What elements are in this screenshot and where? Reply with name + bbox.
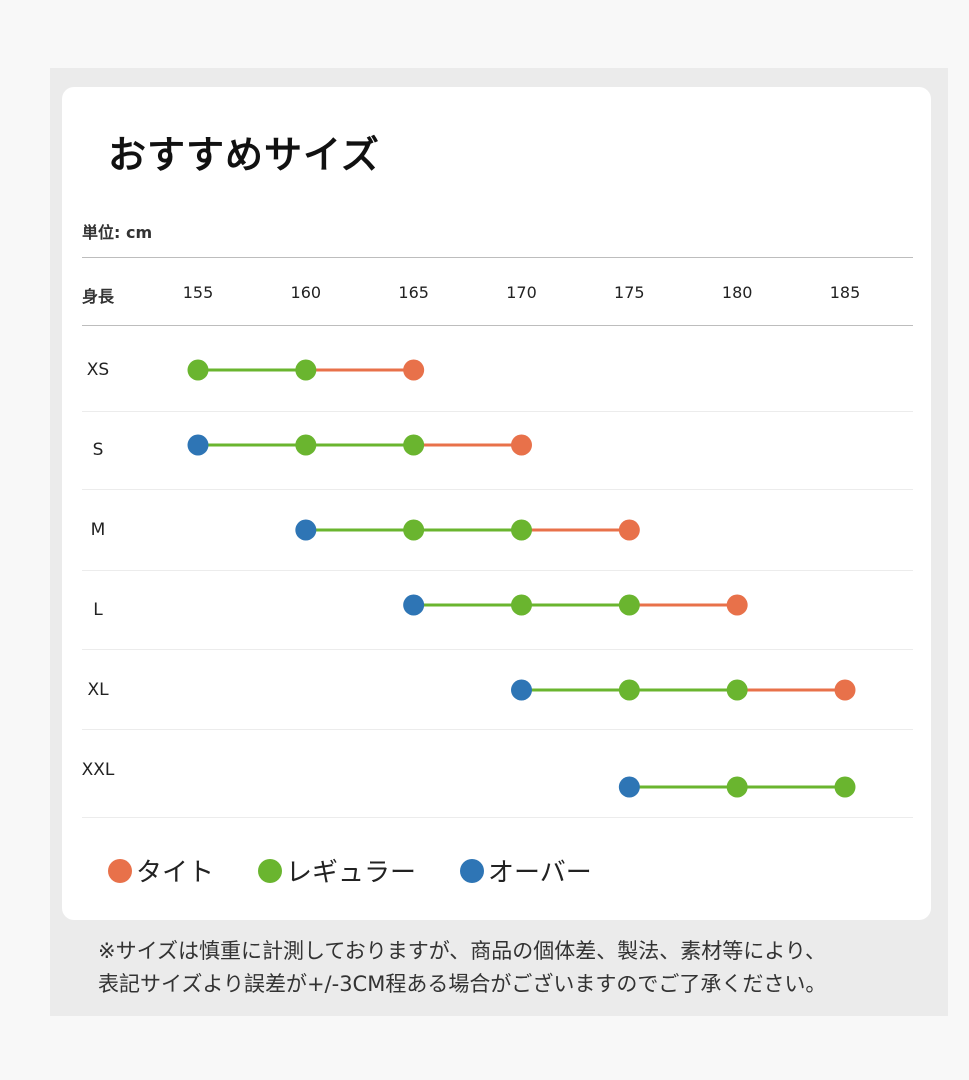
point-tight-m (618, 519, 640, 541)
size-label-xl: XL (87, 680, 109, 700)
point-regular-end-l (618, 594, 640, 616)
point-regular-start-l (511, 594, 532, 616)
x-tick-label: 180 (721, 283, 753, 302)
point-over-s (187, 434, 209, 456)
point-regular-start-s (295, 434, 317, 456)
point-regular-end-xxl (834, 776, 856, 798)
legend-item-tight: タイト (108, 852, 214, 889)
legend-label-over: オーバー (488, 858, 592, 888)
legend-label-tight: タイト (136, 858, 215, 888)
point-regular-start-xl (618, 679, 640, 701)
point-regular-end-s (403, 434, 425, 456)
x-tick-label: 160 (290, 283, 322, 302)
legend-item-over: オーバー (460, 852, 592, 889)
legend-dot-tight (108, 858, 132, 883)
row-divider (82, 489, 913, 490)
legend: タイト レギュラー オーバー (108, 852, 636, 889)
point-regular-start-xxl (726, 776, 748, 798)
x-tick-label: 170 (506, 283, 537, 302)
note-line-1: ※サイズは慎重に計測しておりますが、商品の個体差、製法、素材等により、 (98, 939, 827, 963)
x-tick-label: 185 (829, 283, 861, 302)
point-regular-start-m (403, 519, 425, 541)
size-label-s: S (92, 440, 104, 460)
row-divider (82, 729, 913, 730)
legend-item-regular: レギュラー (258, 852, 416, 889)
unit-label: 単位: cm (82, 223, 153, 242)
note-line-2: 表記サイズより誤差が+/-3CM程ある場合がございますのでご了承ください。 (98, 972, 827, 996)
legend-label-regular: レギュラー (286, 858, 417, 888)
point-over-l (403, 594, 425, 616)
page-title: おすすめサイズ (108, 133, 380, 177)
point-tight-xs (403, 359, 425, 381)
x-tick-label: 165 (398, 283, 429, 302)
point-tight-l (726, 594, 748, 616)
point-over-xxl (618, 776, 640, 798)
size-label-xxl: XXL (81, 760, 115, 780)
point-tight-s (511, 434, 532, 456)
point-over-xl (511, 679, 532, 701)
disclaimer-note: ※サイズは慎重に計測しておりますが、商品の個体差、製法、素材等により、 表記サイ… (98, 935, 898, 1001)
point-regular-end-m (511, 519, 532, 541)
size-label-m: M (90, 520, 106, 540)
legend-dot-regular (258, 858, 283, 883)
size-label-l: L (93, 600, 103, 620)
header-divider-top (82, 257, 913, 258)
size-chart-card (62, 87, 931, 920)
row-divider (82, 570, 913, 571)
x-tick-label: 175 (614, 283, 645, 302)
x-tick-label: 155 (182, 283, 214, 302)
point-regular-end-xl (726, 679, 748, 701)
point-regular-start-xs (187, 359, 209, 381)
row-divider (82, 649, 913, 650)
height-axis-label: 身長 (82, 287, 115, 306)
point-tight-xl (834, 679, 856, 701)
header-divider-bottom (82, 325, 913, 326)
point-regular-end-xs (295, 359, 317, 381)
point-over-m (295, 519, 317, 541)
row-divider (82, 411, 913, 412)
legend-dot-over (460, 858, 485, 883)
row-divider (82, 817, 913, 818)
size-label-xs: XS (86, 360, 110, 380)
